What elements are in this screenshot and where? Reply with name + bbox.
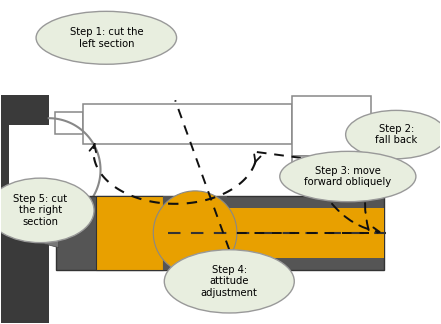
Polygon shape <box>21 218 59 248</box>
Bar <box>163 255 227 270</box>
Text: Step 5: cut
the right
section: Step 5: cut the right section <box>13 194 67 227</box>
Ellipse shape <box>280 151 416 202</box>
Bar <box>1 95 49 323</box>
Bar <box>15 196 49 214</box>
Bar <box>292 156 371 172</box>
Bar <box>9 95 49 213</box>
Ellipse shape <box>346 110 441 159</box>
Bar <box>292 96 371 156</box>
Bar <box>98 208 384 258</box>
Ellipse shape <box>36 11 176 64</box>
Text: Step 1: cut the
left section: Step 1: cut the left section <box>70 27 143 49</box>
Text: Step 3: move
forward obliquely: Step 3: move forward obliquely <box>304 166 392 187</box>
Bar <box>1 95 49 125</box>
Ellipse shape <box>164 250 294 313</box>
Bar <box>96 196 163 270</box>
Bar <box>82 104 292 144</box>
Bar <box>56 196 384 270</box>
Text: Step 4:
attitude
adjustment: Step 4: attitude adjustment <box>201 265 258 298</box>
Bar <box>55 112 82 134</box>
Circle shape <box>153 191 237 274</box>
Bar <box>163 196 227 211</box>
Ellipse shape <box>0 178 94 243</box>
Text: Step 2:
fall back: Step 2: fall back <box>375 124 417 145</box>
